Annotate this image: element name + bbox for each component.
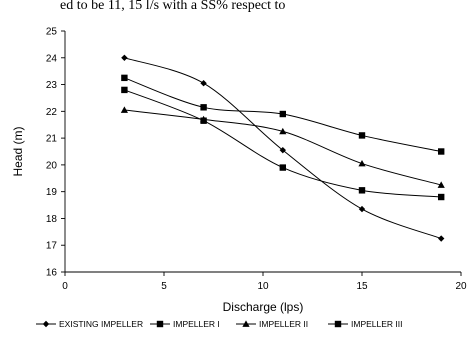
cutoff-paragraph-text: ed to be 11, 15 l/s with a SS% respect t…: [60, 0, 285, 13]
y-tick-label: 25: [46, 27, 58, 38]
y-tick-label: 17: [46, 241, 58, 252]
series-impeller-ii: [120, 106, 445, 188]
y-tick-label: 16: [46, 268, 58, 279]
legend-item-existing-impeller: EXISTING IMPELLER: [36, 319, 143, 329]
data-point-existing-impeller: [358, 205, 366, 213]
data-point-impeller-i: [438, 193, 445, 201]
data-point-impeller-ii: [358, 159, 366, 167]
data-point-existing-impeller: [121, 54, 128, 61]
legend-label-existing-impeller: EXISTING IMPELLER: [59, 319, 143, 329]
y-axis-label: Head (m): [11, 126, 25, 176]
y-tick-label: 24: [46, 53, 58, 64]
data-point-impeller-iii: [358, 132, 366, 139]
series-layer: [120, 54, 445, 242]
data-point-existing-impeller: [279, 146, 286, 154]
legend-marker-impeller-iii: [334, 320, 342, 328]
legend-item-impeller-i: IMPELLER I: [150, 319, 220, 329]
legend-label-impeller-i: IMPELLER I: [173, 319, 220, 329]
y-tick-label: 18: [46, 214, 58, 225]
legend-marker-impeller-ii: [242, 320, 250, 327]
axes: 16 17 18 19 20 21 22 23 24 25 0 5 10 15 20: [46, 27, 467, 293]
data-point-existing-impeller: [200, 80, 207, 87]
legend-label-impeller-iii: IMPELLER III: [351, 319, 403, 329]
data-point-impeller-iii: [279, 110, 286, 118]
series-impeller-i: [121, 86, 445, 201]
y-tick-label: 19: [46, 187, 58, 198]
data-point-impeller-ii: [437, 181, 445, 188]
data-point-impeller-iii: [121, 74, 128, 82]
data-point-impeller-iii: [200, 104, 207, 111]
x-tick-label: 0: [62, 281, 68, 292]
legend-marker-existing-impeller: [42, 320, 50, 328]
legend-item-impeller-iii: IMPELLER III: [328, 319, 403, 329]
x-tick-label: 5: [161, 281, 167, 292]
data-point-impeller-ii: [200, 115, 208, 123]
data-point-impeller-i: [358, 187, 366, 194]
series-line-impeller-i: [124, 89, 442, 198]
x-tick-label: 10: [257, 281, 269, 292]
data-point-impeller-iii: [438, 148, 445, 155]
legend-item-impeller-ii: IMPELLER II: [236, 319, 308, 329]
series-impeller-iii: [121, 74, 445, 155]
y-tick-label: 20: [46, 160, 58, 171]
data-point-impeller-i: [279, 164, 286, 171]
data-point-impeller-ii: [279, 127, 287, 135]
legend-label-impeller-ii: IMPELLER II: [259, 319, 308, 329]
data-point-existing-impeller: [438, 235, 445, 242]
legend: EXISTING IMPELLER IMPELLER I IMPELLER II IM…: [36, 319, 403, 329]
data-point-impeller-i: [121, 86, 128, 94]
y-tick-label: 23: [46, 80, 58, 91]
x-tick-label: 15: [356, 281, 368, 292]
x-tick-label: 20: [455, 281, 467, 292]
series-existing-impeller: [121, 54, 445, 242]
y-tick-label: 21: [46, 134, 58, 145]
data-point-impeller-ii: [120, 106, 128, 113]
y-tick-label: 22: [46, 107, 58, 118]
legend-marker-impeller-i: [156, 320, 164, 328]
x-axis-label: Discharge (lps): [223, 300, 304, 314]
